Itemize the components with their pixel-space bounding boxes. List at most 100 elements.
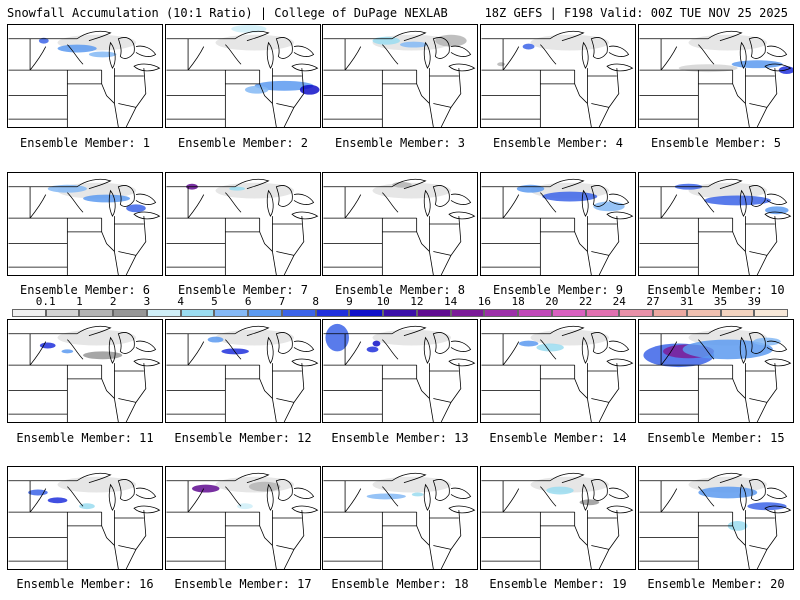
colorbar-swatch: [45, 309, 80, 317]
member-label: Ensemble Member: 4: [492, 136, 624, 150]
colorbar-swatch: [484, 309, 519, 317]
colorbar-level-label: 3: [143, 295, 151, 308]
map-geography: [323, 472, 476, 569]
map-geography: [323, 30, 476, 127]
member-label: Ensemble Member: 6: [19, 283, 151, 297]
map-geography: [639, 472, 792, 569]
colorbar-level-label: 35: [713, 295, 728, 308]
colorbar-level-label: 8: [312, 295, 319, 308]
member-map-19: [480, 466, 636, 570]
colorbar-level-label: 0.1: [35, 295, 56, 308]
member-map-16: [7, 466, 163, 570]
colorbar-level-label: 4: [177, 295, 184, 308]
colorbar-level-label: 18: [511, 295, 525, 308]
map-geography: [166, 472, 319, 569]
member-label: Ensemble Member: 17: [174, 577, 312, 591]
map-geography: [8, 30, 161, 127]
map-geography: [481, 178, 634, 275]
member-map-11: [7, 319, 163, 423]
map-title: Snowfall Accumulation (10:1 Ratio) | Col…: [7, 6, 448, 20]
member-label: Ensemble Member: 13: [331, 431, 469, 445]
member-label: Ensemble Member: 2: [177, 136, 309, 150]
colorbar-level-label: 31: [680, 295, 694, 308]
colorbar-level-label: 12: [410, 295, 424, 308]
member-map-12: [165, 319, 321, 423]
member-map-7: [165, 172, 321, 276]
colorbar-swatch: [551, 309, 586, 317]
map-geography: [166, 178, 319, 275]
colorbar-swatch: [585, 309, 620, 317]
colorbar-swatch: [686, 309, 721, 317]
member-map-6: [7, 172, 163, 276]
colorbar-swatch: [79, 309, 114, 317]
member-map-10: [638, 172, 794, 276]
member-label: Ensemble Member: 14: [489, 431, 627, 445]
member-map-17: [165, 466, 321, 570]
map-geography: [323, 323, 476, 422]
colorbar-swatch: [113, 309, 147, 317]
member-map-15: [638, 319, 794, 423]
map-geography: [639, 325, 792, 422]
colorbar-swatch: [248, 309, 282, 317]
map-geography: [8, 472, 161, 569]
colorbar-swatch: [383, 309, 417, 317]
map-geography: [166, 325, 319, 422]
member-label: Ensemble Member: 20: [647, 577, 785, 591]
colorbar-swatch: [315, 309, 350, 317]
member-label: Ensemble Member: 15: [647, 431, 785, 445]
colorbar-level-label: 27: [646, 295, 660, 308]
member-label: Ensemble Member: 8: [334, 283, 466, 297]
colorbar-level-label: 7: [278, 295, 286, 308]
member-label: Ensemble Member: 19: [489, 577, 627, 591]
member-label: Ensemble Member: 7: [177, 283, 309, 297]
colorbar-level-label: 39: [747, 295, 761, 308]
colorbar-level-label: 24: [612, 295, 626, 308]
map-geography: [639, 30, 793, 127]
colorbar-swatch: [281, 309, 316, 317]
member-label: Ensemble Member: 1: [19, 136, 151, 150]
map-geography: [166, 25, 320, 127]
member-map-13: [322, 319, 478, 423]
map-geography: [639, 178, 792, 275]
colorbar-level-label: 16: [477, 295, 491, 308]
colorbar-swatch: [720, 309, 755, 317]
run-info: 18Z GEFS | F198 Valid: 00Z TUE NOV 25 20…: [484, 6, 788, 20]
map-geography: [481, 325, 634, 422]
member-map-2: [165, 24, 321, 128]
colorbar-swatch: [518, 309, 552, 317]
colorbar-swatch: [450, 309, 485, 317]
colorbar-level-label: 5: [211, 295, 218, 308]
member-map-3: [322, 24, 478, 128]
colorbar-swatch: [349, 309, 384, 317]
colorbar-swatch: [754, 309, 788, 317]
colorbar-level-label: 22: [578, 295, 593, 308]
colorbar-swatch: [416, 309, 451, 317]
map-geography: [8, 325, 161, 422]
member-map-5: [638, 24, 794, 128]
member-label: Ensemble Member: 5: [650, 136, 782, 150]
map-geography: [323, 178, 476, 275]
member-map-8: [322, 172, 478, 276]
member-label: Ensemble Member: 3: [334, 136, 466, 150]
member-map-14: [480, 319, 636, 423]
member-label: Ensemble Member: 16: [16, 577, 154, 591]
member-label: Ensemble Member: 9: [492, 283, 624, 297]
colorbar-swatch: [12, 309, 46, 317]
colorbar-level-label: 20: [545, 295, 559, 308]
colorbar-swatch: [146, 309, 181, 317]
map-geography: [481, 30, 634, 127]
member-map-18: [322, 466, 478, 570]
colorbar-swatch: [619, 309, 654, 317]
member-map-1: [7, 24, 163, 128]
colorbar-legend: 0.1 1 2 3 4 5 6 7 8 9 10 12 14 16 18 20 22 24 27 31 35 39: [12, 296, 788, 322]
member-label: Ensemble Member: 12: [174, 431, 312, 445]
map-geography: [481, 472, 634, 569]
colorbar-level-label: 1: [76, 295, 83, 308]
colorbar-level-label: 2: [109, 295, 117, 308]
colorbar-swatch: [214, 309, 249, 317]
colorbar-level-label: 14: [443, 295, 458, 308]
member-map-4: [480, 24, 636, 128]
colorbar-level-label: 10: [376, 295, 390, 308]
colorbar-swatch: [653, 309, 687, 317]
colorbar-level-label: 9: [346, 295, 353, 308]
